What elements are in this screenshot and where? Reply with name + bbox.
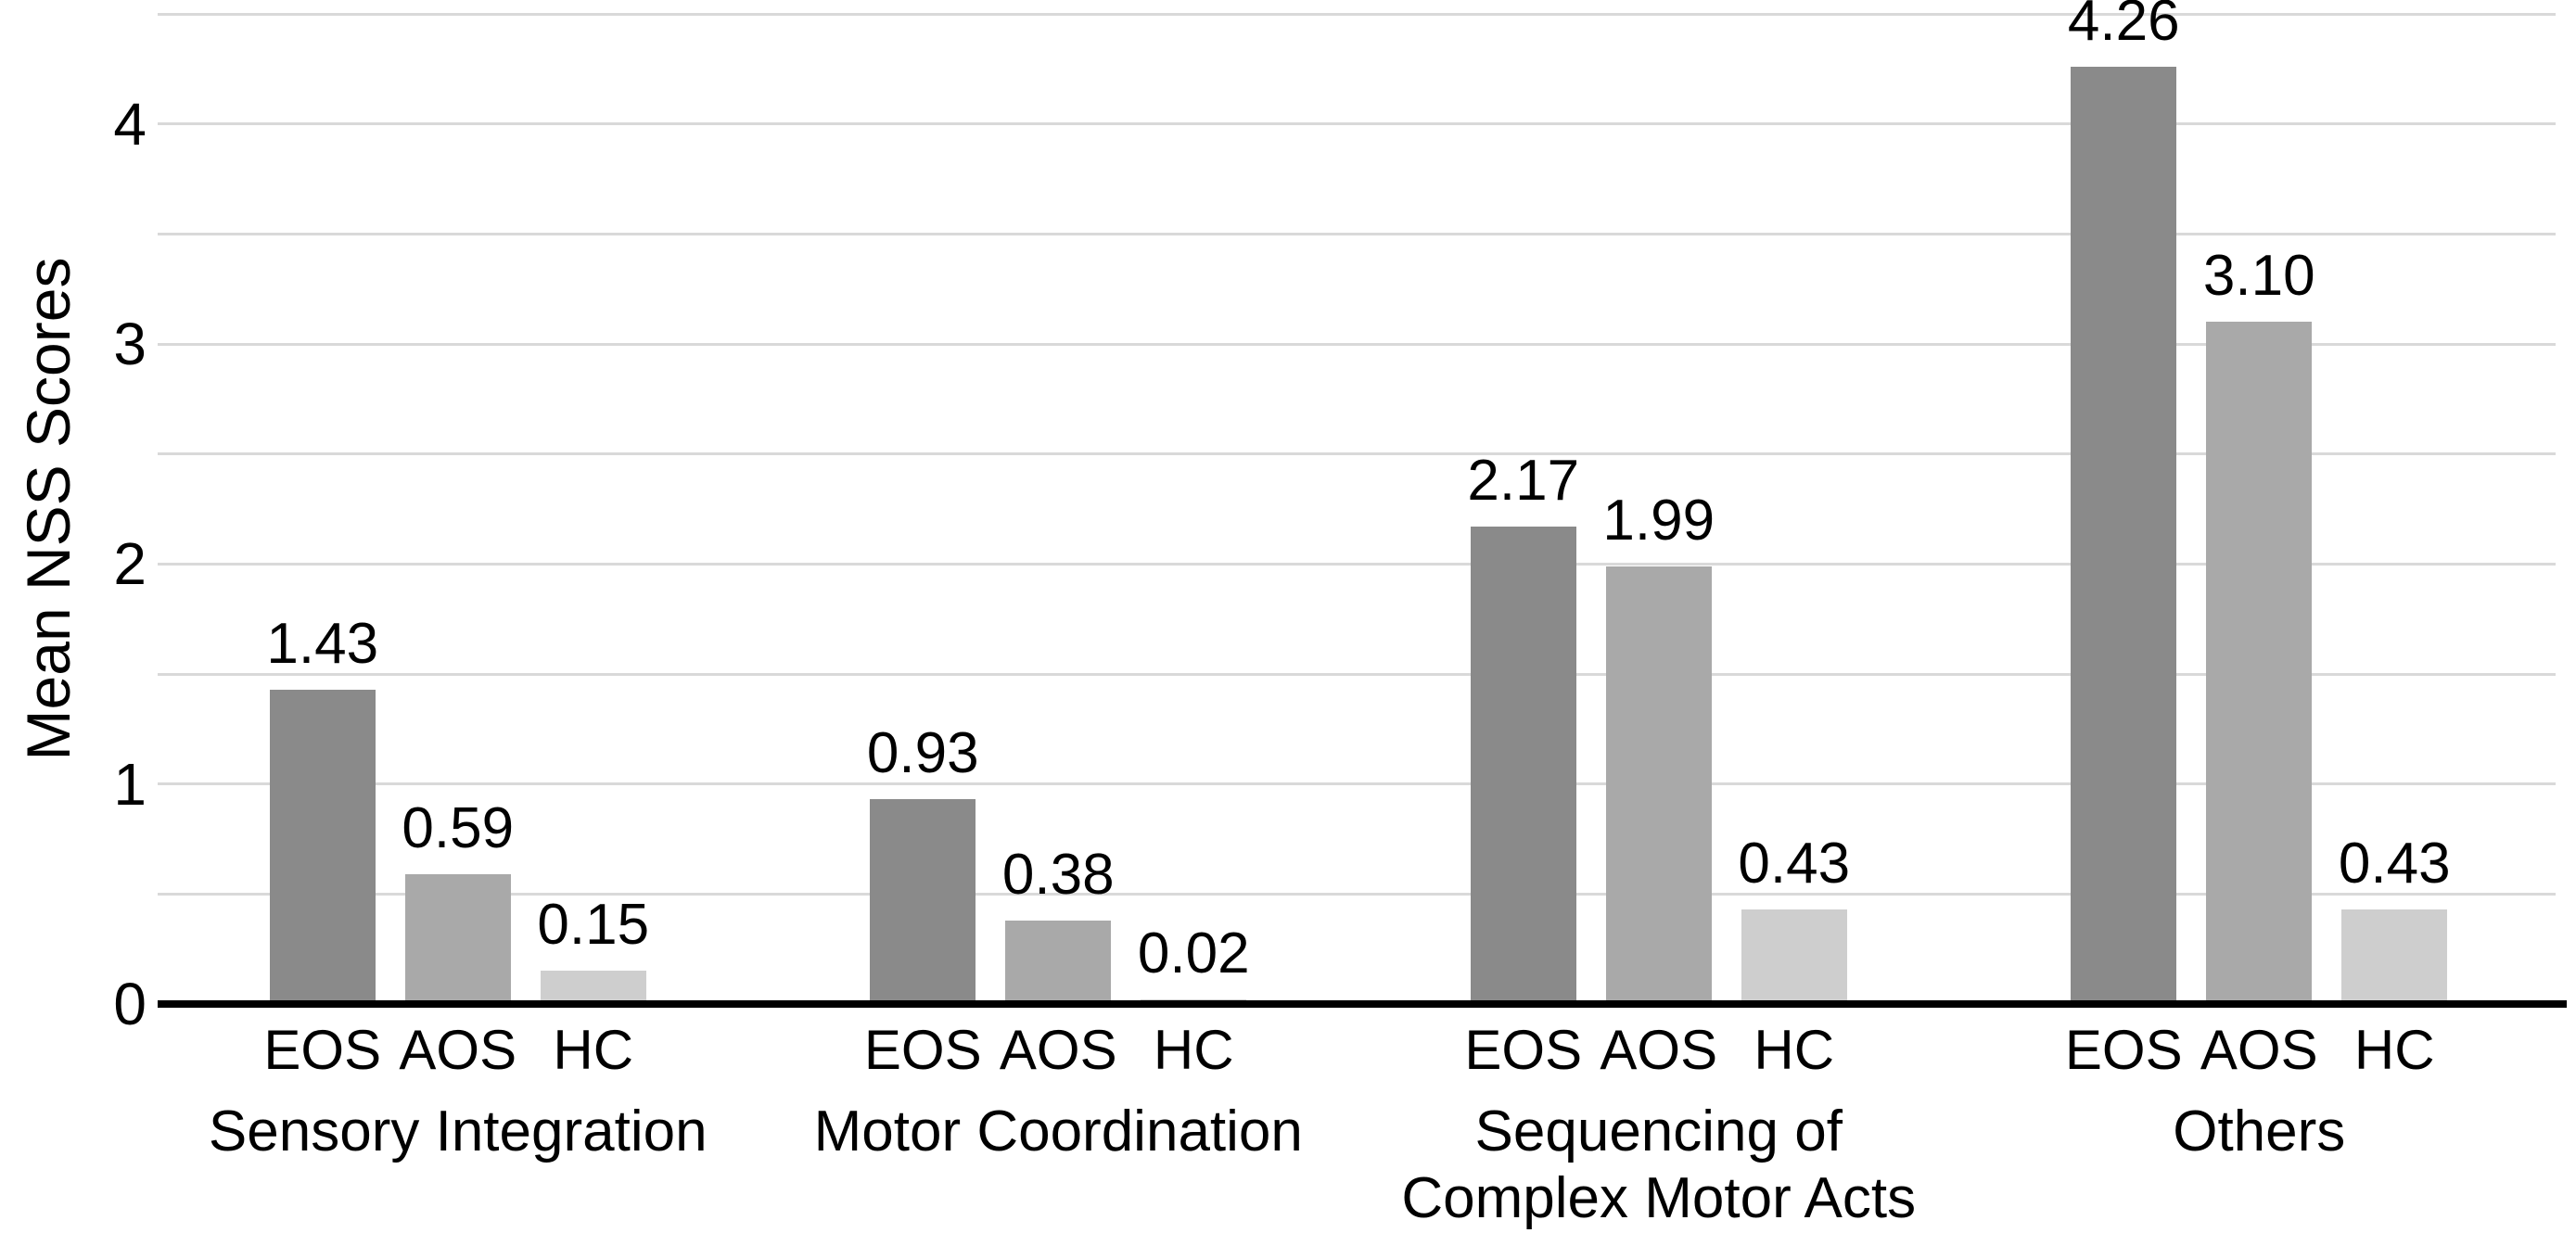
bar-eos: [1470, 527, 1576, 1004]
series-label-aos: AOS: [2200, 1019, 2318, 1081]
series-label-eos: EOS: [2064, 1019, 2183, 1081]
y-tick-label: 4: [113, 90, 147, 158]
gridline: [158, 232, 2556, 235]
bar-aos: [1005, 921, 1112, 1004]
value-label: 0.93: [866, 721, 979, 785]
series-label-hc: HC: [1753, 1019, 1835, 1081]
value-label: 0.02: [1137, 922, 1250, 985]
category-label: Motor Coordination: [814, 1099, 1303, 1165]
bar-eos: [2071, 67, 2177, 1004]
y-tick-label: 2: [113, 530, 147, 598]
value-label: 2.17: [1467, 449, 1580, 513]
series-label-hc: HC: [1153, 1019, 1234, 1081]
gridline: [158, 342, 2556, 346]
value-label: 1.43: [266, 612, 379, 676]
y-tick-label: 3: [113, 311, 147, 377]
gridline: [158, 122, 2556, 126]
gridline: [158, 672, 2556, 676]
bar-aos: [2206, 322, 2313, 1004]
gridline: [158, 452, 2556, 456]
value-label: 0.43: [1738, 832, 1851, 896]
bar-eos: [870, 799, 976, 1004]
series-label-aos: AOS: [999, 1019, 1117, 1081]
series-label-eos: EOS: [263, 1019, 382, 1081]
bar-aos: [404, 874, 511, 1004]
bar-hc: [2341, 909, 2448, 1004]
gridline: [158, 562, 2556, 566]
gridline: [158, 782, 2556, 786]
category-label-line: Motor Coordination: [813, 1100, 1303, 1163]
bar-hc: [1741, 909, 1847, 1004]
value-label: 1.99: [1602, 489, 1715, 553]
category-label: Sensory Integration: [209, 1099, 708, 1165]
y-tick-label: 1: [113, 750, 147, 818]
value-label: 3.10: [2202, 244, 2315, 308]
value-label: 4.26: [2067, 0, 2180, 53]
category-label-line: Complex Motor Acts: [1401, 1166, 1917, 1230]
x-axis-line: [158, 1000, 2567, 1008]
series-label-aos: AOS: [1600, 1019, 1718, 1081]
series-label-eos: EOS: [1464, 1019, 1583, 1081]
category-label: Sequencing of Complex Motor Acts: [1401, 1099, 1916, 1232]
value-label: 0.38: [1001, 843, 1115, 907]
category-label-line: Sensory Integration: [208, 1100, 708, 1163]
series-label-hc: HC: [553, 1019, 634, 1081]
value-label: 0.43: [2338, 832, 2451, 896]
series-label-hc: HC: [2353, 1019, 2435, 1081]
category-label-line: Sequencing of: [1474, 1100, 1843, 1163]
series-label-eos: EOS: [863, 1019, 982, 1081]
value-label: 0.15: [537, 893, 650, 957]
bar-aos: [1605, 566, 1712, 1004]
category-label: Others: [2173, 1099, 2345, 1165]
y-tick-label: 0: [113, 971, 147, 1037]
series-label-aos: AOS: [399, 1019, 517, 1081]
bar-eos: [269, 690, 376, 1004]
gridline: [158, 892, 2556, 896]
bar-hc: [540, 971, 646, 1004]
category-label-line: Others: [2173, 1100, 2346, 1163]
value-label: 0.59: [402, 796, 515, 860]
gridline: [158, 12, 2556, 16]
